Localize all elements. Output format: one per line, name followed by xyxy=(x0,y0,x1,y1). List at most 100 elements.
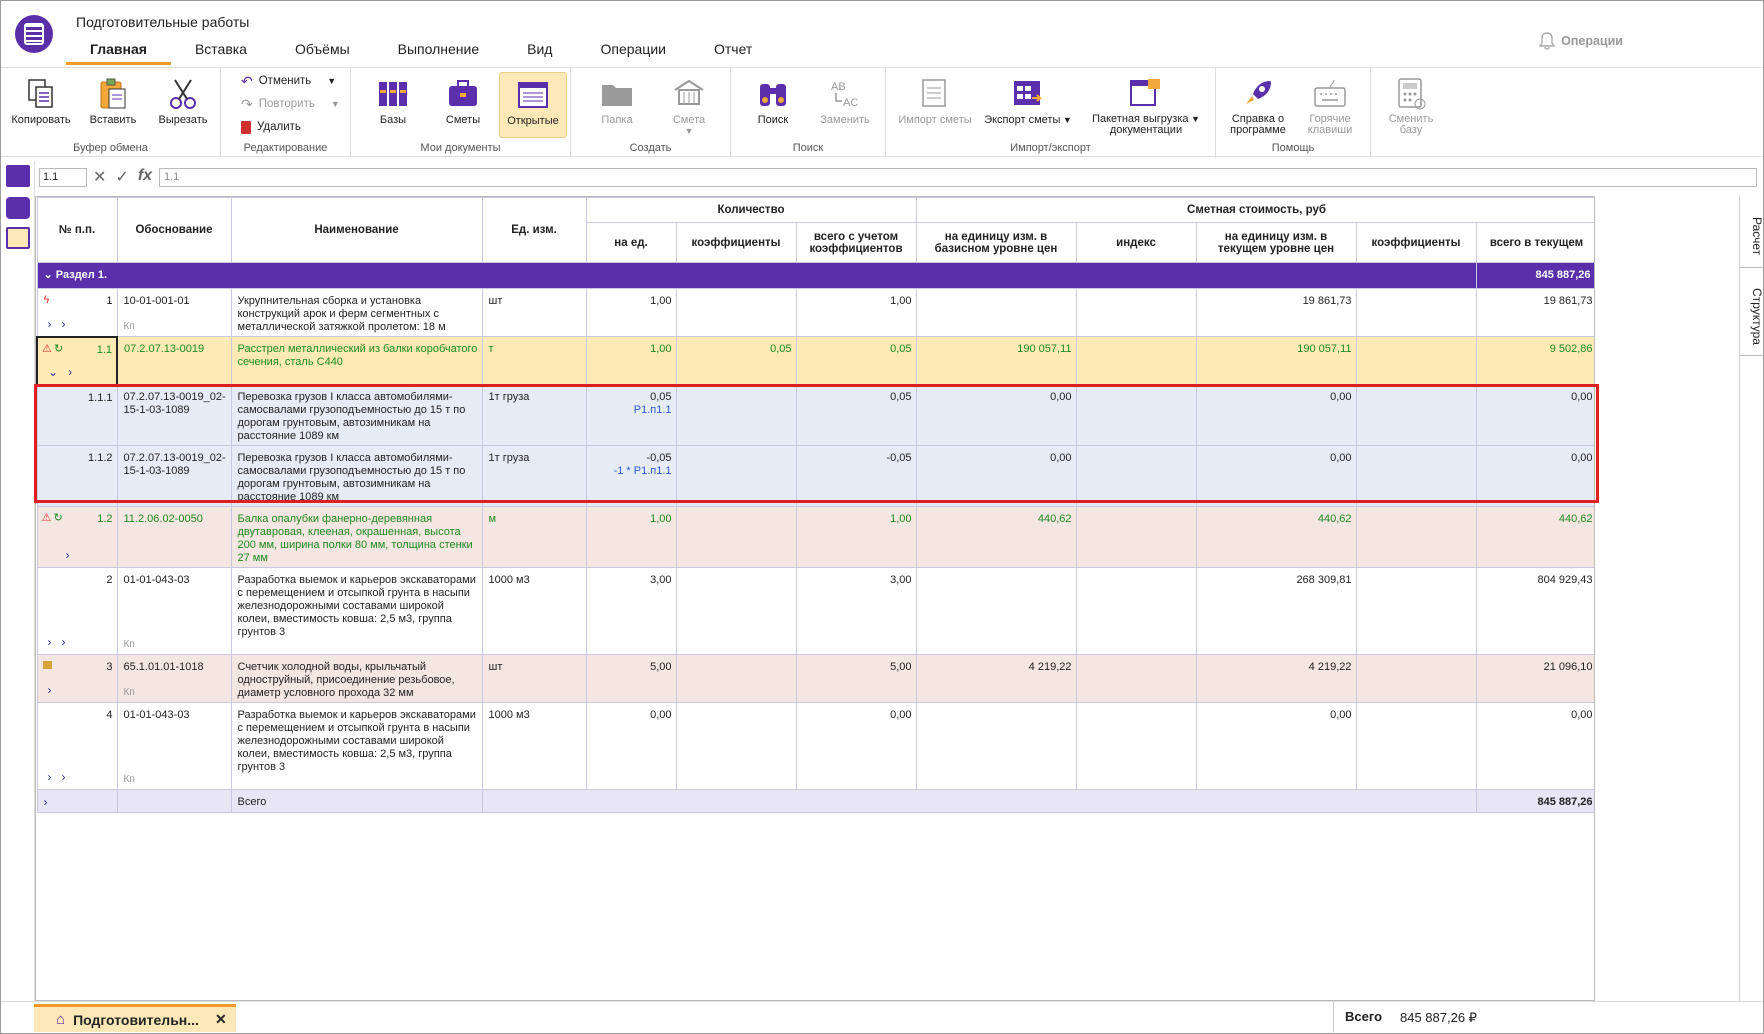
total-row[interactable]: › Всего 845 887,26 xyxy=(36,789,1594,813)
table-row[interactable]: ⚠ ↻ 1.2 › 11.2.06.02-0050 Балка опалубки фа… xyxy=(36,506,1594,568)
chevron-down-icon[interactable]: ▼ xyxy=(330,99,340,109)
tab-insert[interactable]: Вставка xyxy=(194,41,247,57)
row-unit: т xyxy=(481,336,587,385)
row-unit: шт xyxy=(481,288,587,337)
header-base-price[interactable]: на единицу изм. в базисном уровне цен xyxy=(915,222,1077,263)
cancel-icon[interactable]: ✕ xyxy=(93,169,107,186)
chevron-down-icon[interactable]: ▼ xyxy=(684,126,694,136)
chevron-down-icon[interactable]: ▼ xyxy=(1188,114,1200,124)
tab-view[interactable]: Вид xyxy=(527,41,553,57)
chevron-right-icon[interactable]: › xyxy=(47,770,52,784)
row-per-unit-formula[interactable]: Р1.п1.1 xyxy=(633,404,672,416)
row-num: 1 xyxy=(106,295,113,307)
export-icon xyxy=(1014,81,1043,105)
table-row[interactable]: 2 › › 01-01-043-03 Кп Разработка выемок и к… xyxy=(36,567,1594,655)
table-row[interactable]: 1.1.1 07.2.07.13-0019_02-15-1-03-1089 Пе… xyxy=(36,384,1594,446)
tab-home[interactable]: Главная xyxy=(66,39,171,65)
row-name: Разработка выемок и карьеров экскаватора… xyxy=(230,567,483,655)
keyboard-icon xyxy=(1314,79,1346,107)
status-total-value: 845 887,26 ₽ xyxy=(1400,1010,1477,1025)
hotkeys-button[interactable]: Горячие клавиши xyxy=(1296,72,1364,138)
header-cur-price[interactable]: на единицу изм. в текущем уровне цен xyxy=(1195,222,1357,263)
table-row[interactable]: 4 › › 01-01-043-03 Кп Разработка выемок и к… xyxy=(36,702,1594,790)
row-total-coef: 5,00 xyxy=(795,654,917,703)
chevron-right-icon[interactable]: › xyxy=(47,316,52,331)
table-row[interactable]: 3 › 65.1.01.01-1018 Кп Счетчик холодной во… xyxy=(36,654,1594,703)
undo-button[interactable]: ↶ Отменить ▼ xyxy=(241,71,336,91)
refresh-icon: ↻ xyxy=(54,342,64,355)
chevron-right-icon[interactable]: › xyxy=(68,364,73,379)
about-button[interactable]: Справка о программе xyxy=(1224,72,1292,138)
chevron-down-icon[interactable]: ▼ xyxy=(327,76,337,86)
chevron-right-icon[interactable]: › xyxy=(47,635,52,649)
row-index xyxy=(1075,567,1197,655)
bases-button[interactable]: Базы xyxy=(359,72,427,138)
section-row[interactable]: ⌄ Раздел 1. 845 887,26 xyxy=(36,262,1594,289)
folder-button[interactable]: Папка xyxy=(583,72,651,138)
header-per-unit[interactable]: на ед. xyxy=(585,222,677,263)
tab-report[interactable]: Отчет xyxy=(713,41,753,57)
chevron-down-icon[interactable]: ⌄ xyxy=(43,269,53,281)
redo-button[interactable]: ↷ Повторить ▼ xyxy=(241,94,340,114)
formula-input[interactable]: 1.1 xyxy=(159,168,1757,187)
header-total-coef[interactable]: всего с учетом коэффициентов xyxy=(795,222,917,263)
document-tab[interactable]: ⌂ Подготовительн... ✕ xyxy=(34,1004,236,1032)
open-docs-icon[interactable] xyxy=(6,227,30,249)
cell-address-field[interactable]: 1.1 xyxy=(39,168,87,187)
chevron-right-icon[interactable]: › xyxy=(43,795,48,809)
header-num[interactable]: № п.п. xyxy=(36,197,118,263)
find-button[interactable]: Поиск xyxy=(739,72,807,138)
chevron-right-icon[interactable]: › xyxy=(47,683,52,697)
new-estimate-button[interactable]: Смета ▼ xyxy=(655,72,723,138)
row-total: 21 096,10 xyxy=(1475,654,1594,703)
paste-button[interactable]: Вставить xyxy=(79,72,147,138)
row-total-coef: -0,05 xyxy=(795,445,917,507)
check-icon[interactable]: ✓ xyxy=(115,169,129,186)
bases-icon[interactable] xyxy=(6,165,30,187)
change-base-button[interactable]: Сменить базу xyxy=(1377,72,1445,138)
table-row-selected[interactable]: ⚠ ↻ 1.1 ⌄ › 07.2.07.13-0019 Расстрел металли… xyxy=(36,335,1594,386)
open-docs-button[interactable]: Открытые xyxy=(499,72,567,138)
undo-icon: ↶ xyxy=(241,72,253,89)
estimates-button[interactable]: Сметы xyxy=(429,72,497,138)
batch-export-button[interactable]: Пакетная выгрузка ▼ документации xyxy=(1084,72,1208,138)
briefcase-icon[interactable] xyxy=(6,197,30,219)
operations-button[interactable]: Операции xyxy=(1539,32,1623,50)
copy-button[interactable]: Копировать xyxy=(7,72,75,138)
tab-execution[interactable]: Выполнение xyxy=(397,41,480,57)
tab-operations[interactable]: Операции xyxy=(600,41,666,57)
row-name: Расстрел металлический из балки коробчат… xyxy=(230,336,483,385)
section-total: 845 887,26 xyxy=(1475,262,1594,289)
chevron-down-icon[interactable]: ▼ xyxy=(1060,115,1072,125)
export-estimate-button[interactable]: Экспорт сметы ▼ xyxy=(980,72,1076,138)
header-total-cur[interactable]: всего в текущем xyxy=(1475,222,1594,263)
delete-button[interactable]: Удалить xyxy=(241,117,301,137)
header-unit[interactable]: Ед. изм. xyxy=(481,197,587,263)
replace-button[interactable]: AB AC Заменить xyxy=(811,72,879,138)
row-per-unit-formula[interactable]: -1 * Р1.п1.1 xyxy=(613,465,672,477)
header-coef2[interactable]: коэффициенты xyxy=(1355,222,1477,263)
tab-structure[interactable]: Структура xyxy=(1740,268,1764,356)
row-coef xyxy=(675,654,797,703)
header-name[interactable]: Наименование xyxy=(230,197,483,263)
row-per-unit: 0,00 xyxy=(585,702,677,790)
cut-button[interactable]: Вырезать xyxy=(149,72,217,138)
folder-label: Папка xyxy=(601,114,633,126)
chevron-down-icon[interactable]: ⌄ xyxy=(48,364,59,379)
import-estimate-button[interactable]: Импорт сметы xyxy=(894,72,976,138)
header-index[interactable]: индекс xyxy=(1075,222,1197,263)
header-coef[interactable]: коэффициенты xyxy=(675,222,797,263)
header-basis[interactable]: Обоснование xyxy=(116,197,232,263)
tab-calc[interactable]: Расчет xyxy=(1740,196,1764,268)
table-row[interactable]: ϟ 1 › › 10-01-001-01 Кп Укрупнительная сборк… xyxy=(36,288,1594,337)
group-edit: ↶ Отменить ▼ ↷ Повторить ▼ Удалить Редак… xyxy=(221,68,351,158)
tab-volumes[interactable]: Объёмы xyxy=(294,41,350,57)
chevron-right-icon[interactable]: › xyxy=(61,316,66,331)
table-row[interactable]: 1.1.2 07.2.07.13-0019_02-15-1-03-1089 Пе… xyxy=(36,445,1594,507)
fx-icon[interactable]: fx xyxy=(137,167,153,184)
chevron-right-icon[interactable]: › xyxy=(61,770,66,784)
chevron-right-icon[interactable]: › xyxy=(61,635,66,649)
app-logo-icon[interactable] xyxy=(15,15,53,53)
close-icon[interactable]: ✕ xyxy=(214,1011,227,1027)
chevron-right-icon[interactable]: › xyxy=(65,548,70,562)
